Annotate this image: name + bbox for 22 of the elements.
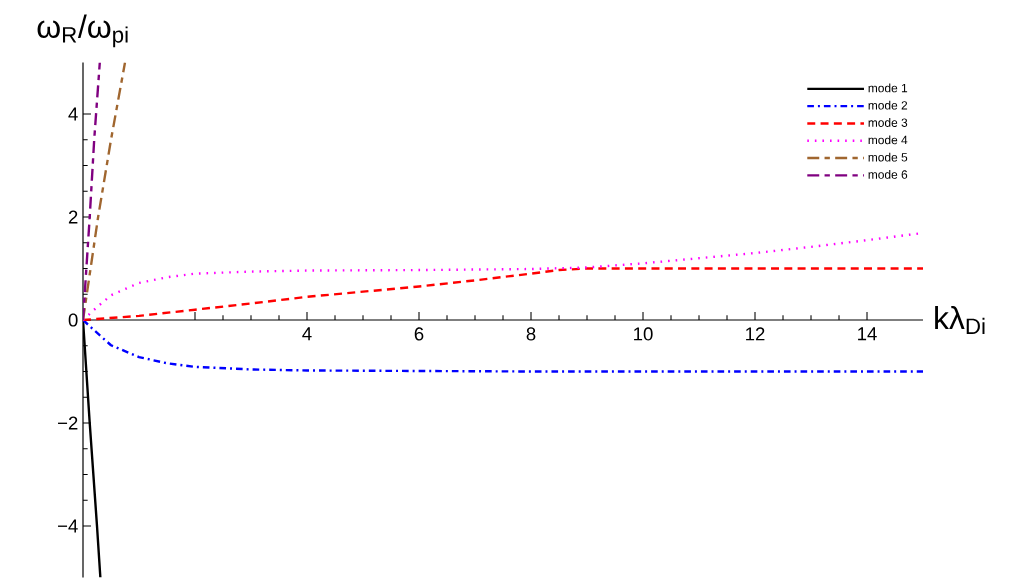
x-tick-label: 14 xyxy=(858,327,877,341)
x-axis-title: kλ$_{Di}$ xyxy=(935,305,985,335)
x-tick-label: 10 xyxy=(634,327,653,341)
y-tick-label: 0 xyxy=(68,313,78,327)
line-series xyxy=(83,62,101,322)
legend-label: mode 2 xyxy=(868,100,908,110)
x-tick-label: 8 xyxy=(526,327,536,341)
x-tick-label: 4 xyxy=(302,327,312,341)
x-tick-label: 12 xyxy=(746,327,765,341)
legend-label: mode 3 xyxy=(868,118,908,127)
x-tick-label: 6 xyxy=(414,327,424,341)
y-tick-label: 2 xyxy=(68,210,78,224)
y-tick-label: −4 xyxy=(58,519,78,533)
line-series xyxy=(83,318,924,373)
legend-label: mode 5 xyxy=(868,152,908,162)
y-axis-title: ω$_{R}$/ω$_{pi}$ xyxy=(37,14,128,48)
legend-label: mode 4 xyxy=(868,135,908,145)
line-series xyxy=(83,267,924,322)
y-tick-label: 4 xyxy=(68,107,78,121)
legend-label: mode 1 xyxy=(868,83,908,93)
y-tick-label: −2 xyxy=(58,416,78,430)
legend-label: mode 6 xyxy=(868,170,908,179)
